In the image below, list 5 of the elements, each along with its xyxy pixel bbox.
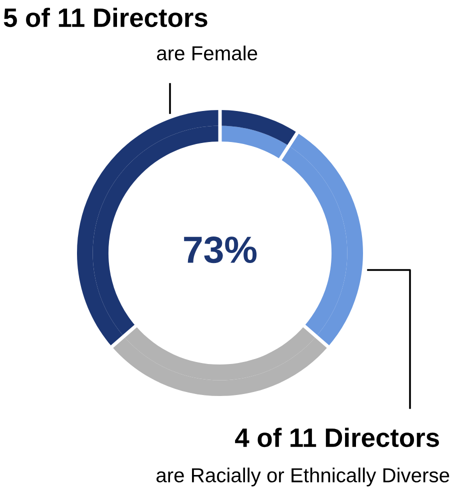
text: are Racially or Ethnically Diverse [156,468,450,486]
text: 5 of 11 Directors [4,8,208,28]
text: 4 of 11 Directors [235,428,439,448]
text: 73% [184,236,257,264]
text: are Female [157,46,258,60]
